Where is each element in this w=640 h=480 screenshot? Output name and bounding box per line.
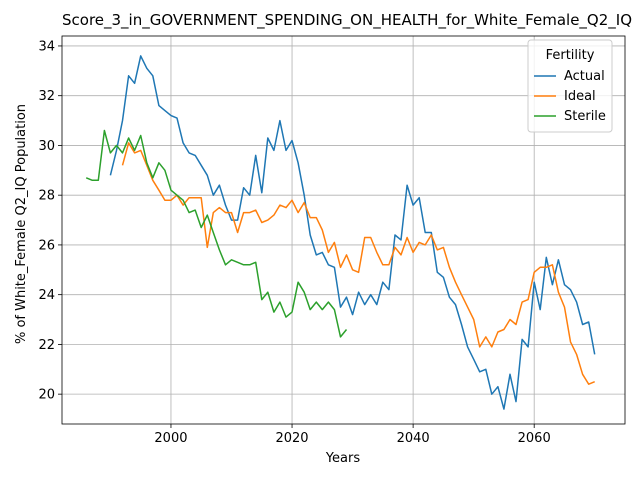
y-tick-label: 30 xyxy=(38,139,55,154)
legend-label-actual: Actual xyxy=(564,69,605,84)
y-tick-label: 28 xyxy=(38,189,55,204)
chart-title: Score_3_in_GOVERNMENT_SPENDING_ON_HEALTH… xyxy=(62,11,632,30)
series-line-actual xyxy=(109,55,596,410)
series-line-sterile xyxy=(85,129,348,338)
x-tick-label: 2020 xyxy=(275,431,308,446)
y-tick-label: 24 xyxy=(38,288,55,303)
x-tick-label: 2000 xyxy=(154,431,187,446)
legend-title: Fertility xyxy=(546,48,595,63)
y-tick-label: 34 xyxy=(38,39,55,54)
legend-label-ideal: Ideal xyxy=(564,89,596,104)
legend-box xyxy=(527,39,613,133)
y-axis-label: % of White_Female Q2_IQ Population xyxy=(14,104,29,344)
x-tick-label: 2040 xyxy=(397,431,430,446)
legend: Fertility Actual Ideal Sterile xyxy=(527,39,613,133)
y-axis-ticks: 20 22 24 26 28 30 32 34 xyxy=(38,39,62,403)
y-tick-label: 26 xyxy=(38,238,55,253)
series-line-ideal xyxy=(121,142,595,385)
y-tick-label: 22 xyxy=(38,338,55,353)
legend-label-sterile: Sterile xyxy=(564,109,606,124)
x-tick-label: 2060 xyxy=(518,431,551,446)
legend-items: Actual Ideal Sterile xyxy=(534,69,606,124)
y-tick-label: 32 xyxy=(38,89,55,104)
series-lines xyxy=(85,55,596,410)
plot-frame xyxy=(61,35,626,425)
x-axis-label: Years xyxy=(325,451,361,466)
x-axis-ticks: 2000 2020 2040 2060 xyxy=(154,424,551,446)
y-tick-label: 20 xyxy=(38,388,55,403)
